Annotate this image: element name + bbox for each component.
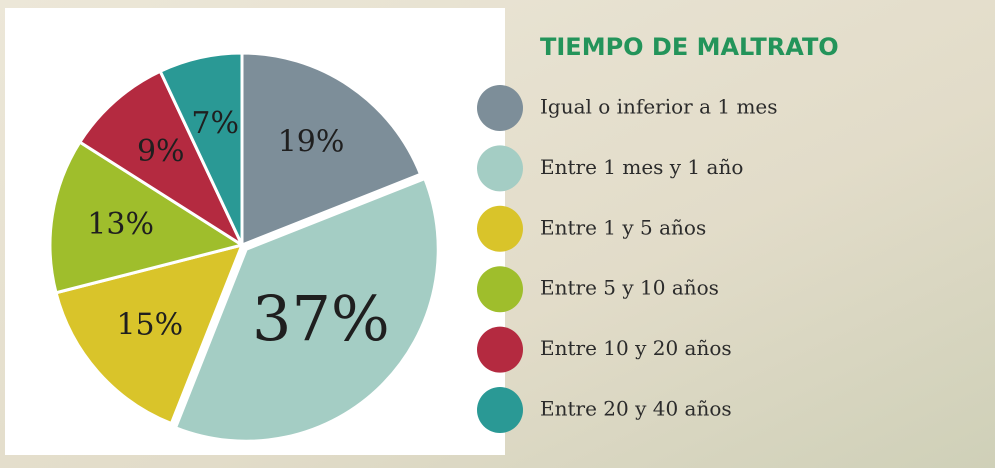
pie-slice <box>240 51 423 248</box>
slice-label: 13% <box>87 207 154 242</box>
legend-swatch <box>477 387 523 433</box>
legend-swatch <box>477 85 523 131</box>
pie-slice <box>48 140 246 295</box>
slice-label: 19% <box>278 124 345 159</box>
slice-label: 9% <box>137 134 185 169</box>
slice-label: 7% <box>191 106 239 141</box>
pie-slice <box>77 69 246 250</box>
legend-swatch <box>477 326 523 373</box>
slice-label: 15% <box>116 307 183 342</box>
legend-text: Igual o inferior a 1 mes <box>540 95 778 119</box>
chart-title: TIEMPO DE MALTRATO <box>540 33 839 61</box>
legend-swatch <box>477 266 523 313</box>
legend-swatch <box>477 205 523 252</box>
legend-text: Entre 1 y 5 años <box>540 215 706 239</box>
legend-text: Entre 1 mes y 1 año <box>540 155 743 179</box>
legend-text: Entre 5 y 10 años <box>540 276 719 300</box>
legend-swatch <box>477 145 523 192</box>
pie-slice <box>173 176 440 443</box>
pie-slice <box>54 242 245 426</box>
slice-label: 37% <box>252 282 390 355</box>
legend-text: Entre 10 y 20 años <box>540 336 732 360</box>
pie-slice <box>158 51 244 246</box>
legend-text: Entre 20 y 40 años <box>540 397 732 421</box>
